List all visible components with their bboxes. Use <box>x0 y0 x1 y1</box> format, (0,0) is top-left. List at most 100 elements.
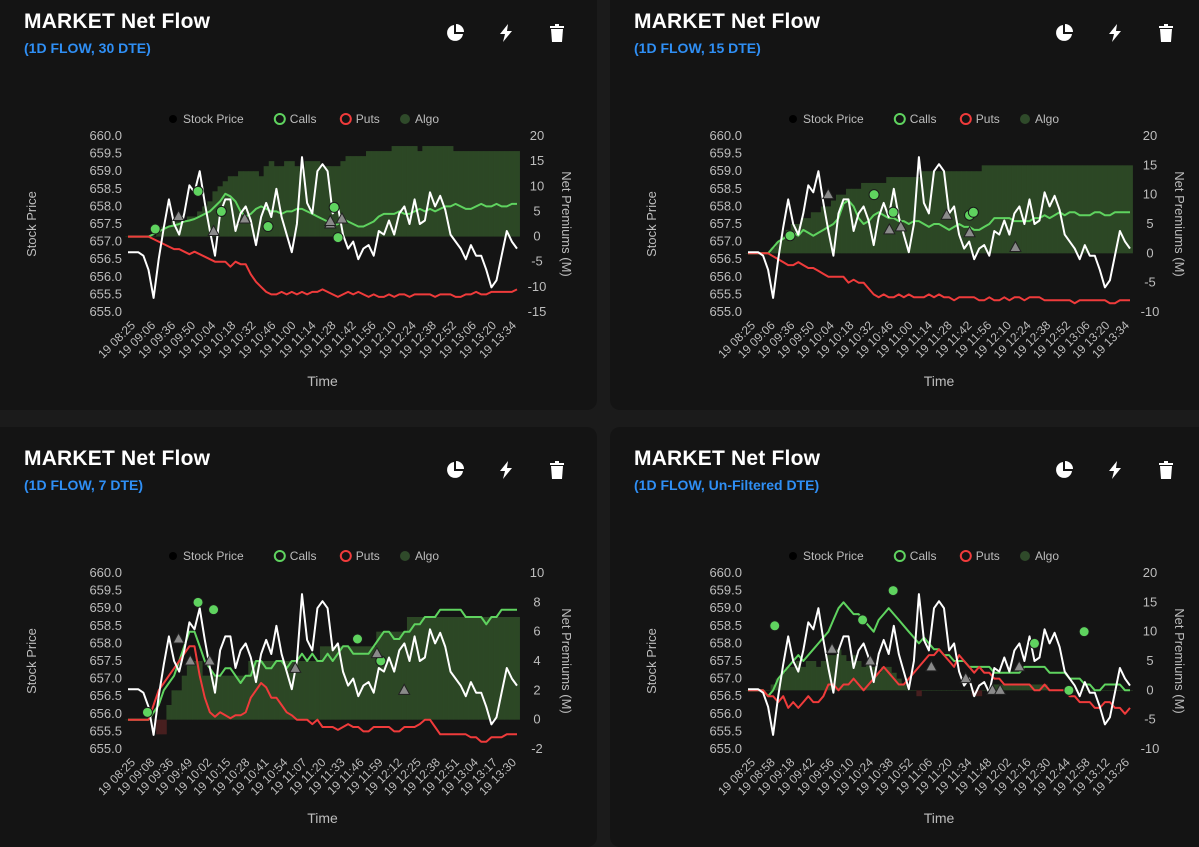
right-tick-label: 15 <box>1143 594 1157 609</box>
pie-chart-button[interactable] <box>442 457 468 483</box>
legend: Stock Price Calls Puts Algo <box>789 549 1059 563</box>
call-marker <box>262 221 274 233</box>
algo-bar <box>871 182 877 254</box>
algo-bar <box>284 161 290 237</box>
legend-swatch <box>400 114 410 124</box>
algo-bar <box>1026 165 1033 254</box>
algo-bar <box>780 235 787 254</box>
net-flow-chart-7dte: Stock Price Calls Puts Algo 660.0 659.5 659.0 6… <box>24 549 574 826</box>
algo-bar <box>936 171 942 254</box>
legend-item-calls: Calls <box>893 549 936 563</box>
pie-chart-button[interactable] <box>1051 20 1077 46</box>
right-tick-label: 15 <box>530 153 544 168</box>
algo-marker <box>183 653 197 666</box>
panel-title: MARKET Net Flow <box>24 10 211 33</box>
algo-bar <box>1037 165 1043 254</box>
algo-bar <box>191 216 198 237</box>
legend-label: Algo <box>1035 112 1059 126</box>
chart-panel-15dte: MARKET Net Flow (1D FLOW, 15 DTE) Stock … <box>610 0 1199 410</box>
algo-marker <box>172 209 185 221</box>
algo-marker <box>397 683 411 695</box>
algo-bar <box>207 675 213 720</box>
net-flow-chart-15dte: Stock Price Calls Puts Algo 660.0 659.5 659.0 6… <box>644 112 1187 389</box>
left-tick-label: 658.0 <box>709 198 742 213</box>
stock-price-line <box>128 593 518 736</box>
legend: Stock Price Calls Puts Algo <box>169 112 439 126</box>
left-tick-label: 656.0 <box>89 269 122 284</box>
left-axis-label: Stock Price <box>644 628 659 694</box>
delete-button[interactable] <box>544 20 570 46</box>
left-tick-label: 657.0 <box>709 234 742 249</box>
algo-bar <box>795 224 802 254</box>
left-tick-label: 660.0 <box>89 128 122 143</box>
algo-bar <box>151 236 157 238</box>
call-marker <box>215 205 227 217</box>
panel-title: MARKET Net Flow <box>24 447 211 470</box>
algo-bar <box>499 617 505 720</box>
algo-bar <box>232 176 239 237</box>
algo-bar <box>805 218 812 254</box>
algo-bar <box>976 171 983 254</box>
algo-bar <box>319 166 326 237</box>
call-marker <box>967 206 979 218</box>
left-tick-label: 660.0 <box>89 565 122 580</box>
chart-panel-unfiltered: MARKET Net Flow (1D FLOW, Un-Filtered DT… <box>610 427 1199 847</box>
algo-bar <box>483 617 490 720</box>
legend-swatch <box>789 115 797 123</box>
algo-bar <box>851 655 857 691</box>
legend-item-algo: Algo <box>400 549 439 563</box>
lightning-button[interactable] <box>1102 457 1128 483</box>
delete-button[interactable] <box>544 457 570 483</box>
algo-marker <box>821 187 835 200</box>
algo-bar <box>488 617 495 720</box>
algo-bar <box>376 151 382 237</box>
algo-bar <box>396 146 403 237</box>
delete-button[interactable] <box>1153 20 1179 46</box>
algo-bar <box>876 672 882 691</box>
lightning-icon <box>500 24 512 42</box>
legend-swatch <box>339 113 352 125</box>
algo-bar <box>961 690 968 691</box>
lightning-button[interactable] <box>493 457 519 483</box>
algo-bar <box>926 690 932 691</box>
algo-bar <box>406 617 413 720</box>
lightning-button[interactable] <box>1102 20 1128 46</box>
pie-chart-button[interactable] <box>1051 457 1077 483</box>
algo-bar <box>840 194 847 254</box>
algo-marker <box>238 211 252 224</box>
left-tick-label: 655.5 <box>709 723 742 738</box>
algo-bar <box>294 166 300 237</box>
algo-bar <box>166 705 172 720</box>
algo-bar <box>238 675 244 720</box>
algo-marker <box>882 222 896 235</box>
algo-bar <box>493 617 500 720</box>
algo-bar <box>186 216 193 237</box>
algo-bar <box>921 690 927 691</box>
algo-bar <box>325 646 331 720</box>
algo-bar <box>1122 165 1128 254</box>
legend-item-stock-price: Stock Price <box>789 549 864 563</box>
algo-bar <box>901 684 907 691</box>
algo-bar <box>835 649 842 691</box>
algo-bar <box>355 646 362 720</box>
algo-bar <box>319 646 326 720</box>
right-tick-label: 20 <box>1143 128 1157 143</box>
legend-swatch <box>169 552 177 560</box>
calls-line <box>748 199 1130 255</box>
call-marker <box>769 620 781 632</box>
pie-chart-icon <box>1056 461 1073 478</box>
algo-bar <box>1092 165 1098 254</box>
algo-bar <box>866 182 872 254</box>
pie-chart-button[interactable] <box>442 20 468 46</box>
algo-bar <box>335 646 341 720</box>
legend-swatch <box>273 113 286 125</box>
algo-bar <box>248 661 254 720</box>
algo-bar <box>340 646 346 720</box>
lightning-button[interactable] <box>493 20 519 46</box>
left-tick-label: 658.0 <box>89 198 122 213</box>
delete-button[interactable] <box>1153 457 1179 483</box>
algo-bar <box>253 171 259 237</box>
algo-bar <box>345 156 352 237</box>
algo-bar <box>186 661 193 720</box>
algo-bar <box>289 161 295 237</box>
